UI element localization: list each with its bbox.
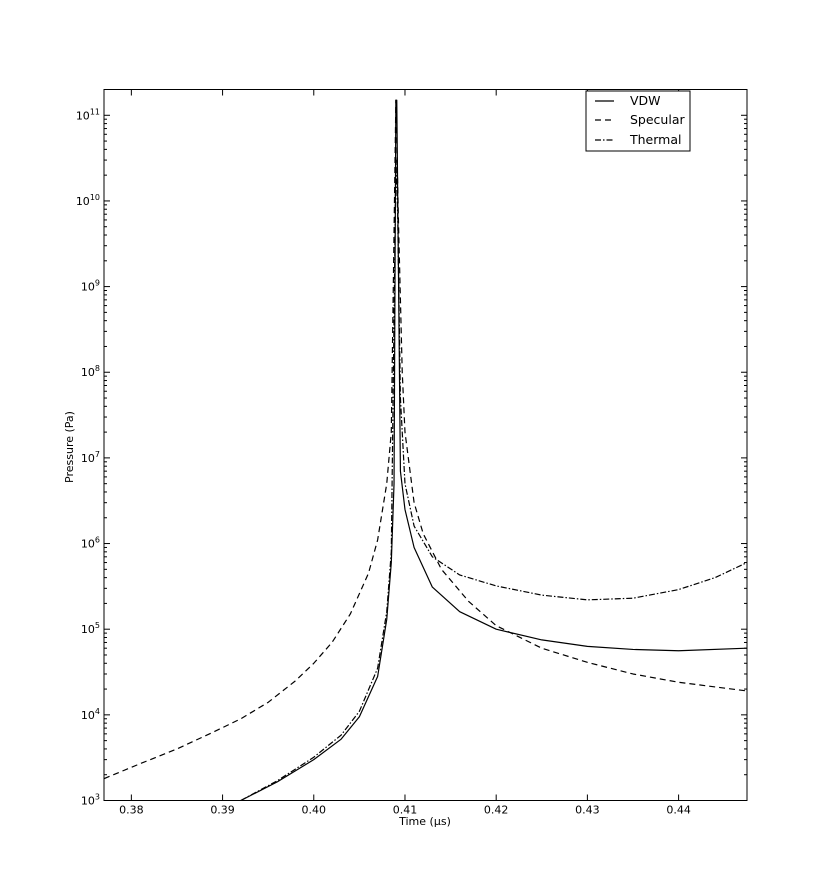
y-tick-label: 1011 — [76, 107, 100, 122]
y-tick-label: 108 — [81, 364, 100, 379]
x-tick-label: 0.42 — [484, 804, 509, 817]
x-tick-label: 0.40 — [302, 804, 327, 817]
y-tick-label: 107 — [81, 450, 100, 465]
x-tick-label: 0.43 — [575, 804, 600, 817]
y-axis-label: Pressure (Pa) — [63, 411, 76, 483]
x-axis-label: Time (µs) — [398, 815, 451, 828]
x-tick-label: 0.38 — [119, 804, 144, 817]
y-tick-label: 105 — [81, 621, 100, 636]
y-tick-label: 1010 — [76, 193, 100, 208]
plot-frame — [103, 89, 748, 801]
y-tick-label: 109 — [81, 279, 100, 294]
x-tick-label: 0.44 — [666, 804, 691, 817]
y-tick-label: 103 — [81, 793, 100, 808]
ticks-layer: 0.38 0.39 0.40 0.41 0.42 0.43 0.44 103 104 105 106… — [76, 89, 747, 817]
legend-label-specular: Specular — [630, 112, 685, 127]
legend-label-vdw: VDW — [630, 93, 661, 108]
y-tick-label: 104 — [81, 707, 100, 722]
series-line-thermal — [240, 159, 747, 801]
series-line-specular — [104, 99, 747, 780]
series-line-vdw — [240, 99, 747, 801]
legend-label-thermal: Thermal — [629, 132, 681, 147]
x-tick-label: 0.39 — [210, 804, 235, 817]
y-tick-label: 106 — [81, 536, 100, 551]
series-layer — [104, 99, 747, 801]
x-tick-label: 0.41 — [393, 804, 418, 817]
legend: VDW Specular Thermal — [585, 90, 691, 152]
